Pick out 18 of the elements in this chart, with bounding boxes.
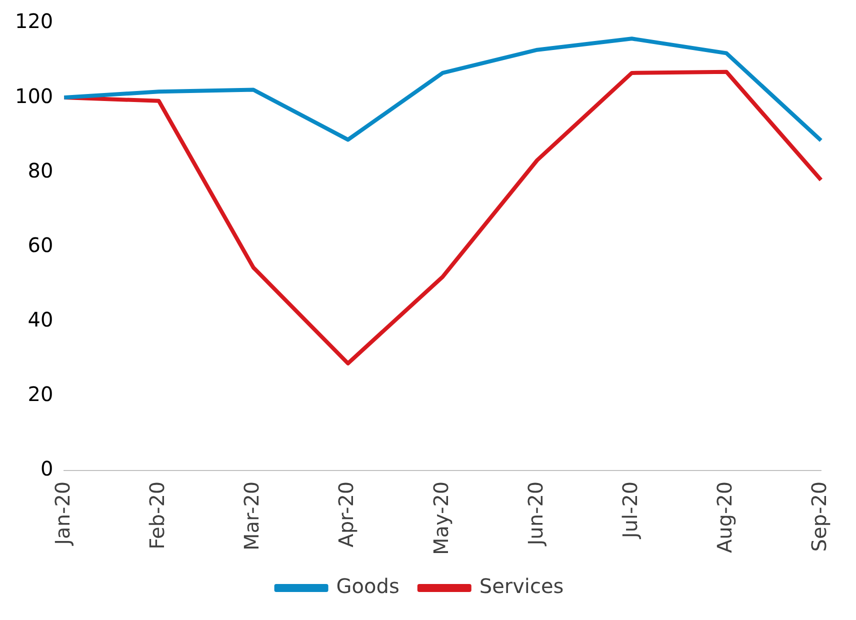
x-tick-label: Feb-20 [144, 481, 169, 550]
y-tick-label: 20 [28, 382, 54, 406]
legend-label: Goods [336, 574, 400, 598]
y-tick-label: 100 [14, 84, 54, 108]
x-tick-label: Mar-20 [240, 481, 264, 550]
x-tick-label: Jul-20 [618, 481, 642, 540]
y-tick-label: 40 [28, 307, 54, 332]
x-tick-label: Sep-20 [807, 481, 832, 552]
x-tick-label: Jun-20 [523, 481, 548, 548]
legend-label: Services [479, 574, 564, 598]
x-tick-label: Aug-20 [712, 481, 737, 554]
x-tick-label: May-20 [428, 481, 453, 556]
y-tick-label: 0 [40, 456, 54, 481]
x-tick-label: Apr-20 [334, 481, 358, 548]
y-tick-label: 80 [28, 158, 54, 182]
x-tick-label: Jan-20 [50, 481, 74, 547]
y-tick-label: 120 [14, 9, 54, 34]
y-tick-label: 60 [28, 232, 54, 257]
